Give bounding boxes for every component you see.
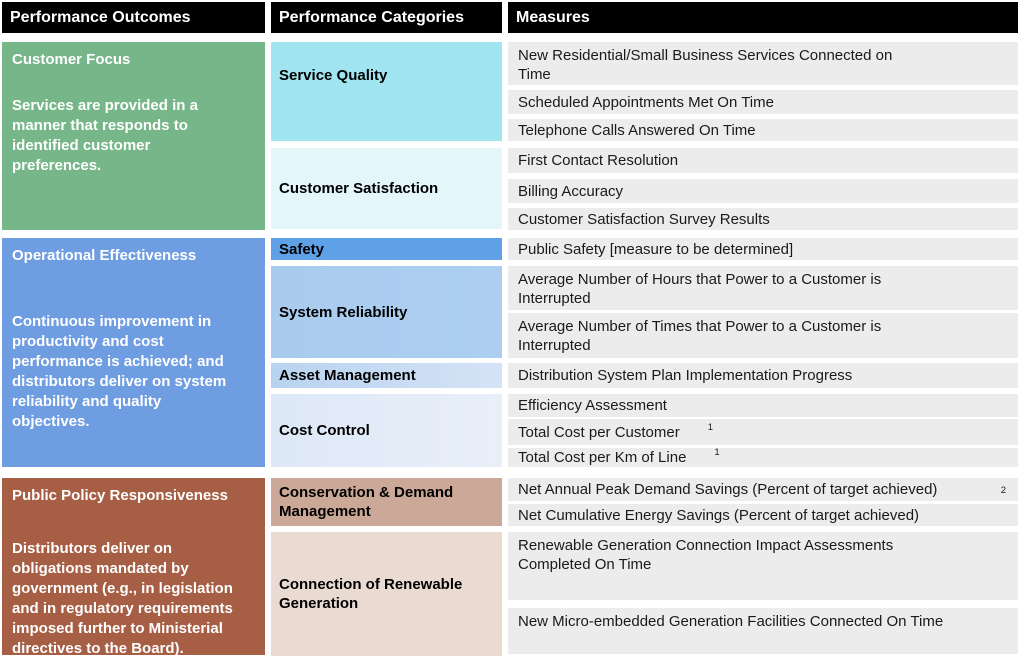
measure-label: New Micro-embedded Generation Facilities… (518, 613, 944, 630)
measure-row: Distribution System Plan Implementation … (508, 363, 1018, 388)
outcome-title: Customer Focus (12, 51, 131, 68)
measure-row: Efficiency Assessment (508, 394, 1018, 417)
measure-label: Efficiency Assessment (518, 397, 667, 414)
footnote-superscript: 1 (714, 447, 720, 458)
measure-row: Renewable Generation Connection Impact A… (508, 532, 1018, 600)
measure-row: Net Cumulative Energy Savings (Percent o… (508, 504, 1018, 526)
measure-label: Average Number of Times that Power to a … (518, 318, 882, 354)
header-label: Measures (516, 8, 590, 26)
measure-row: Total Cost per Km of Line 1 (508, 447, 1018, 467)
category-cell: Service Quality (271, 42, 502, 141)
header-cell-measures: Measures (508, 2, 1018, 33)
outcome-description: Services are provided in a manner that r… (12, 97, 198, 174)
measure-row: Telephone Calls Answered On Time (508, 119, 1018, 141)
measure-label: Billing Accuracy (518, 182, 624, 200)
measure-label: Net Annual Peak Demand Savings (Percent … (518, 481, 938, 498)
category-cell: Connection of Renewable Generation (271, 532, 502, 656)
category-cell: Safety (271, 238, 502, 260)
measure-row: New Micro-embedded Generation Facilities… (508, 608, 1018, 654)
footnote-superscript: 2 (1000, 485, 1006, 496)
measures-column: Public Safety [measure to be determined]… (508, 238, 1018, 467)
category-cell: Cost Control (271, 394, 502, 467)
measure-row: First Contact Resolution (508, 148, 1018, 173)
outcome-cell: Public Policy Responsiveness Distributors… (2, 478, 265, 657)
outcome-title: Public Policy Responsiveness (12, 487, 228, 504)
measure-row: Customer Satisfaction Survey Results (508, 208, 1018, 230)
measure-row: Total Cost per Customer 1 (508, 419, 1018, 445)
measure-row: Net Annual Peak Demand Savings (Percent … (508, 478, 1018, 501)
category-label: Connection of Renewable Generation (279, 576, 463, 612)
category-label: Conservation & Demand Management (279, 484, 454, 520)
measure-row: New Residential/Small Business Services … (508, 42, 1018, 85)
measure-label: Renewable Generation Connection Impact A… (518, 537, 894, 573)
header-cell-performance-categories: Performance Categories (271, 2, 502, 33)
category-label: Customer Satisfaction (279, 180, 439, 197)
measure-label: Total Cost per Customer (518, 423, 680, 441)
table-body: Customer Focus Services are provided in a… (2, 42, 1024, 657)
measure-label: First Contact Resolution (518, 152, 679, 169)
category-label: Cost Control (279, 422, 370, 439)
outcome-title: Operational Effectiveness (12, 247, 197, 264)
section-public-policy-responsiveness: Public Policy Responsiveness Distributors… (2, 478, 1024, 657)
outcome-description: Continuous improvement in productivity a… (12, 313, 227, 430)
measure-label: Telephone Calls Answered On Time (518, 121, 756, 139)
section-operational-effectiveness: Operational Effectiveness Continuous impr… (2, 238, 1024, 467)
header-label: Performance Outcomes (10, 8, 191, 26)
category-cell: Asset Management (271, 363, 502, 388)
measure-label: Scheduled Appointments Met On Time (518, 93, 774, 111)
measure-label: Net Cumulative Energy Savings (Percent o… (518, 506, 920, 524)
measure-label: Average Number of Hours that Power to a … (518, 271, 882, 307)
categories-column: Conservation & Demand Management Connecti… (271, 478, 502, 656)
category-label: Safety (279, 240, 325, 258)
measure-label: Public Safety [measure to be determined] (518, 240, 794, 258)
measure-row: Billing Accuracy (508, 179, 1018, 203)
category-cell: System Reliability (271, 266, 502, 358)
header-label: Performance Categories (279, 8, 464, 26)
measure-row: Public Safety [measure to be determined] (508, 238, 1018, 260)
outcome-cell: Customer Focus Services are provided in a… (2, 42, 265, 230)
measure-label: New Residential/Small Business Services … (518, 47, 893, 83)
categories-column: Safety System Reliability Asset Management… (271, 238, 502, 467)
category-label: Asset Management (279, 367, 416, 384)
category-label: Service Quality (279, 67, 388, 84)
measure-label: Distribution System Plan Implementation … (518, 367, 853, 384)
measure-row: Average Number of Times that Power to a … (508, 313, 1018, 358)
categories-column: Service Quality Customer Satisfaction (271, 42, 502, 229)
measure-row: Scheduled Appointments Met On Time (508, 90, 1018, 114)
category-label: System Reliability (279, 303, 408, 321)
measure-row: Average Number of Hours that Power to a … (508, 266, 1018, 310)
measure-label: Customer Satisfaction Survey Results (518, 210, 770, 228)
header-cell-performance-outcomes: Performance Outcomes (2, 2, 265, 33)
table-header-row: Performance Outcomes Performance Categor… (2, 2, 1024, 33)
footnote-superscript: 1 (707, 421, 714, 433)
measure-label: Total Cost per Km of Line (518, 449, 687, 466)
outcome-cell: Operational Effectiveness Continuous impr… (2, 238, 265, 467)
category-cell: Conservation & Demand Management (271, 478, 502, 526)
section-customer-focus: Customer Focus Services are provided in a… (2, 42, 1024, 230)
measures-column: New Residential/Small Business Services … (508, 42, 1018, 230)
outcome-description: Distributors deliver on obligations mand… (12, 540, 233, 657)
measures-column: Net Annual Peak Demand Savings (Percent … (508, 478, 1018, 654)
category-cell: Customer Satisfaction (271, 148, 502, 229)
